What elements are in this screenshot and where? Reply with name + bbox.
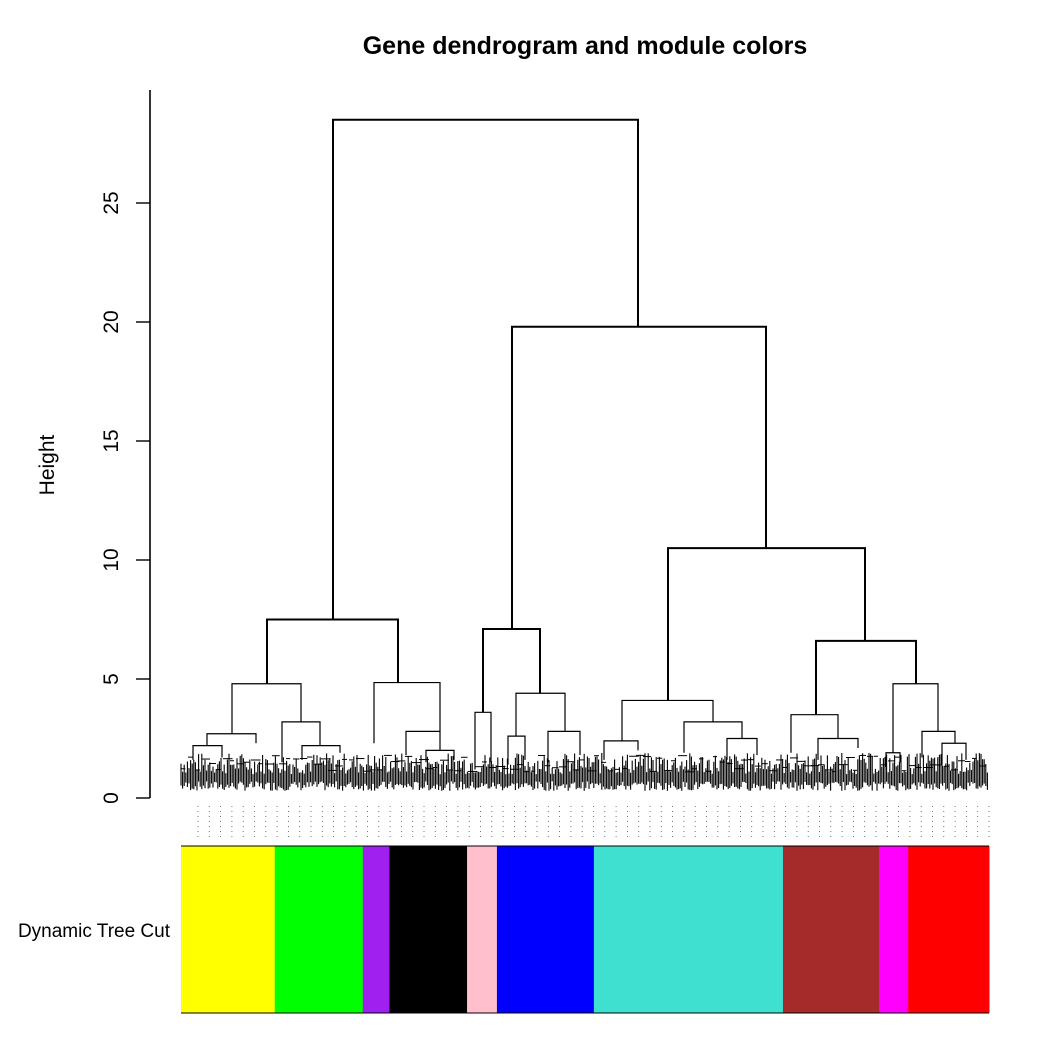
dendrogram-submerge [726,737,758,760]
dendrogram-merge [511,325,767,630]
dendrogram-submerge [790,714,839,753]
dendrogram-leaves [180,752,988,791]
dendrogram-submerge [301,745,341,760]
dendrogram-submerge [621,699,714,741]
dendrogram-submerge [281,721,321,763]
dendrogram-submerge [231,683,302,734]
dendrogram-merge [332,118,639,620]
dendrogram-merge [667,547,866,701]
module-color-2 [362,846,390,1013]
dendrogram-submerge [507,735,526,765]
dendrogram-submerge [405,730,441,756]
y-tick-label: 10 [100,548,123,571]
y-tick-label: 25 [100,191,123,214]
leaf-guide-dots [197,806,990,840]
y-axis: 0 5 10 15 20 25 [100,90,151,804]
dendrogram-tree [192,118,967,770]
dendrogram-submerge [817,737,859,760]
dendrogram-merge [266,618,399,684]
dendrogram-submerge [425,749,455,763]
dendrogram-submerge [373,681,441,744]
module-color-7 [782,846,880,1013]
dendrogram-submerge [206,733,257,746]
dendrogram-submerge [192,745,223,760]
dendrogram-submerge [683,721,743,753]
module-color-bar [181,845,990,1014]
module-color-4 [467,846,498,1013]
module-color-6 [593,846,784,1013]
y-axis-label: Height [36,434,59,495]
dendrogram-submerge [547,730,581,763]
dendrogram-submerge [921,730,956,758]
dendrogram-submerge [515,692,566,737]
y-tick-label: 20 [100,310,123,333]
module-color-8 [879,846,909,1013]
dendrogram-submerge [474,711,492,770]
module-color-1 [274,846,364,1013]
dendrogram-merge [815,639,917,715]
chart-title: Gene dendrogram and module colors [363,32,808,60]
dendrogram-submerge [941,742,967,765]
module-color-9 [908,846,990,1013]
y-tick-label: 5 [100,673,123,685]
dendrogram-submerge [603,740,639,760]
color-bar-label: Dynamic Tree Cut [18,921,171,942]
dendrogram-submerge [892,683,939,753]
module-color-0 [181,846,276,1013]
y-tick-label: 0 [100,792,123,804]
dendrogram-merge [482,628,541,713]
y-tick-label: 15 [100,429,123,452]
module-color-3 [389,846,468,1013]
module-color-5 [496,846,595,1013]
